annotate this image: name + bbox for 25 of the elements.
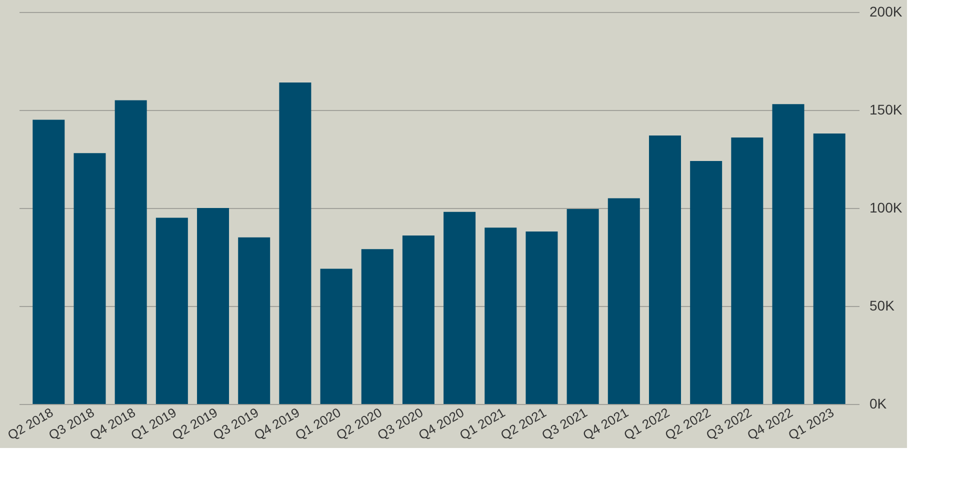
bar — [690, 160, 722, 404]
bar — [197, 208, 230, 404]
bar — [279, 82, 312, 404]
bar — [648, 135, 681, 404]
bar — [484, 228, 517, 404]
bar — [74, 153, 106, 404]
bar — [608, 198, 640, 404]
y-tick-label: 200K — [870, 4, 903, 20]
bar — [156, 218, 188, 404]
bar — [772, 104, 804, 404]
bar — [320, 268, 352, 404]
bar — [114, 100, 147, 404]
bar — [238, 237, 270, 404]
bar — [444, 212, 476, 404]
y-tick-label: 150K — [870, 102, 903, 118]
bar — [32, 120, 65, 404]
y-tick-label: 100K — [870, 200, 903, 216]
bar — [361, 249, 394, 404]
bar — [566, 208, 599, 404]
bar — [813, 134, 846, 404]
bar — [402, 235, 434, 404]
y-tick-label: 0K — [870, 396, 888, 412]
bar — [526, 232, 558, 404]
bar — [731, 137, 764, 404]
y-tick-label: 50K — [870, 298, 896, 314]
